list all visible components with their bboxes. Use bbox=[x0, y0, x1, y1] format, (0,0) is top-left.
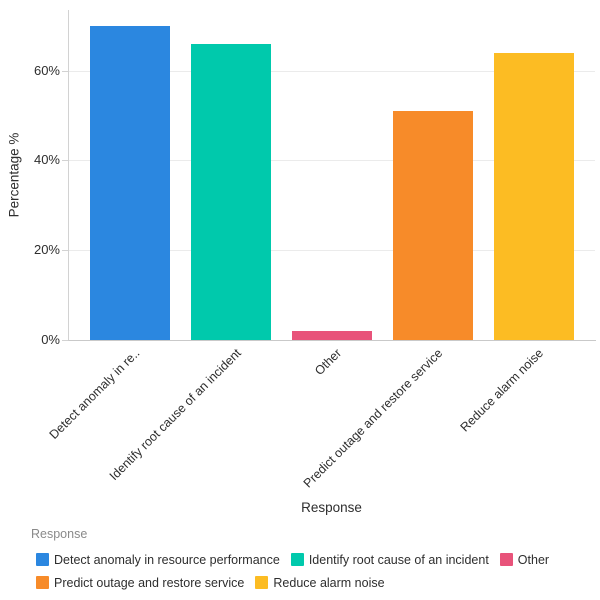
legend-swatch bbox=[255, 576, 269, 589]
legend-item: Detect anomaly in resource performance bbox=[36, 553, 280, 567]
legend-item: Reduce alarm noise bbox=[255, 575, 385, 590]
bar-3 bbox=[291, 331, 372, 340]
y-tick-label: 60% bbox=[33, 62, 60, 78]
legend: Response Detect anomaly in resource perf… bbox=[31, 527, 592, 594]
bar-4 bbox=[392, 111, 473, 340]
legend-item: Other bbox=[499, 552, 550, 567]
y-tick-mark bbox=[62, 250, 68, 252]
bar-1 bbox=[89, 25, 170, 340]
x-tick-label-text: Reduce alarm noise bbox=[457, 346, 547, 435]
x-tick-label-text: Detect anomaly in re.. bbox=[46, 346, 143, 442]
legend-item: Predict outage and restore service bbox=[36, 576, 244, 590]
y-tick-mark bbox=[62, 340, 68, 341]
legend-swatch bbox=[36, 576, 49, 589]
y-gridline bbox=[69, 70, 595, 72]
legend-item-label: Predict outage and restore service bbox=[54, 575, 245, 590]
legend-row: Predict outage and restore service Reduce… bbox=[36, 571, 592, 594]
y-tick-label: 40% bbox=[33, 152, 60, 168]
x-tick-label-text: Other bbox=[312, 346, 345, 379]
y-tick-label: 20% bbox=[33, 242, 60, 258]
legend-item: Identify root cause of an incident bbox=[290, 552, 489, 567]
legend-item-label: Identify root cause of an incident bbox=[308, 552, 489, 567]
legend-swatch bbox=[290, 553, 304, 566]
y-gridline bbox=[69, 250, 595, 252]
x-axis-title: Response bbox=[301, 500, 362, 515]
y-tick-mark bbox=[62, 70, 68, 72]
legend-rows: Detect anomaly in resource performance Id… bbox=[36, 548, 592, 594]
legend-item-label: Other bbox=[517, 552, 550, 567]
legend-row: Detect anomaly in resource performance Id… bbox=[36, 548, 592, 571]
plot-frame bbox=[68, 10, 596, 341]
y-axis-title: Percentage % bbox=[6, 132, 22, 218]
bar-2 bbox=[190, 43, 271, 340]
legend-item-label: Detect anomaly in resource performance bbox=[54, 552, 280, 567]
y-tick-label: 0% bbox=[41, 332, 60, 347]
legend-title: Response bbox=[31, 527, 88, 541]
y-gridline bbox=[69, 160, 595, 162]
legend-swatch bbox=[36, 553, 49, 566]
legend-item-label: Reduce alarm noise bbox=[273, 575, 385, 590]
legend-swatch bbox=[499, 553, 513, 566]
y-tick-mark bbox=[62, 160, 68, 162]
bar-5 bbox=[493, 52, 574, 340]
